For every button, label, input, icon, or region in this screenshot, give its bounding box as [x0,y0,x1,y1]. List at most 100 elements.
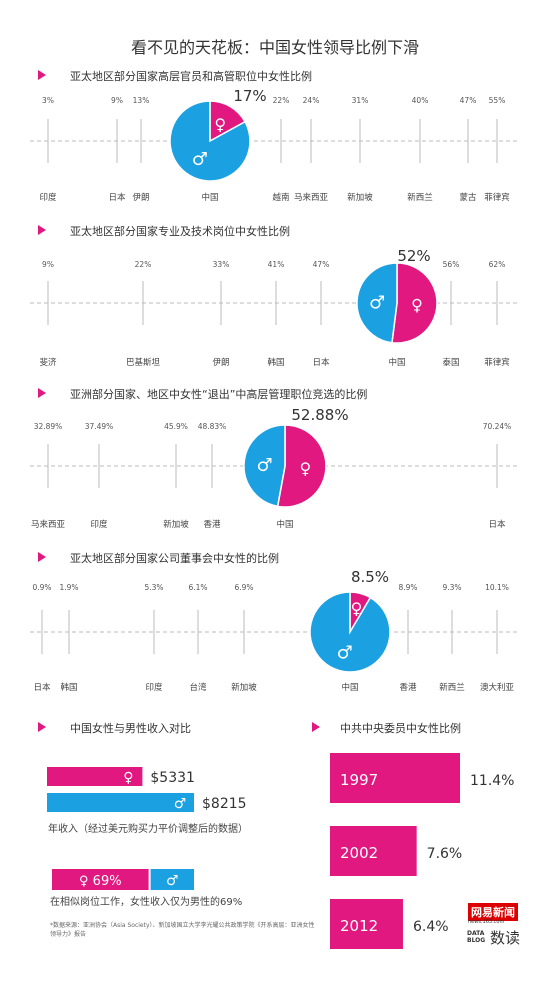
value-label: 56% [443,260,460,269]
country-label: 台湾 [189,682,207,693]
country-label: 新加坡 [347,192,373,203]
value-label: 9% [111,96,123,105]
country-label: 菲律宾 [484,192,510,203]
value-label: 9.3% [442,583,461,592]
country-label: 日本 [33,682,51,693]
highlight-pie [243,424,327,508]
value-label: 1.9% [59,583,78,592]
section-marker-icon [38,388,46,398]
country-label: 马来西亚 [31,520,66,530]
country-label: 日本 [108,192,126,203]
female-icon: ♀ [300,459,312,478]
committee-bar [330,826,417,876]
income-bar-female [47,767,143,786]
pie-slice-male [169,100,251,182]
highlight-value: 52% [397,247,430,265]
pie-slice-female [209,100,247,143]
country-label: 澳大利亚 [480,682,515,693]
country-label: 新西兰 [407,192,433,203]
section-title-4: 亚太地区部分国家公司董事会中女性的比例 [70,552,279,565]
committee-bar [330,899,403,949]
source-note: *数据来源：亚洲协会（Asia Society）、新加坡国立大学李光耀公共政策学… [50,922,315,938]
section-title-6: 中共中央委员中女性比例 [340,722,461,735]
value-label: 47% [460,96,477,105]
female-icon: ♀ [351,599,363,618]
female-icon: ♀ [214,115,226,134]
page-title: 看不见的天花板：中国女性领导比例下滑 [130,38,419,57]
male-icon: ♂ [257,455,273,476]
highlight-value: 52.88% [291,406,348,424]
ratio-bar-female [52,869,149,890]
value-label: 9% [42,260,54,269]
female-icon: ♀ [123,770,133,786]
male-icon: ♂ [166,873,179,889]
value-label: 32.89% [34,422,63,431]
highlight-pie [169,100,251,182]
country-label: 新加坡 [231,682,257,693]
pie-slice-male [309,591,391,673]
committee-value: 7.6% [427,846,463,862]
country-label: 香港 [399,682,417,693]
value-label: 6.9% [234,583,253,592]
section-title-5: 中国女性与男性收入对比 [70,722,191,735]
country-label: 伊朗 [132,192,149,203]
income-value: $8215 [202,796,247,812]
country-label: 泰国 [442,357,459,368]
country-label: 印度 [145,682,163,693]
highlight-pie [356,262,438,344]
netease-logo: 网易新闻 [468,903,518,921]
committee-year: 1997 [340,771,378,789]
ratio-bar-male [150,869,194,890]
female-icon: ♀ [411,295,423,314]
highlight-label: 中国 [276,519,293,530]
value-label: 45.9% [164,422,188,431]
section-marker-icon [38,552,46,562]
value-label: 62% [489,260,506,269]
value-label: 41% [268,260,285,269]
highlight-value: 17% [233,87,266,105]
value-label: 55% [489,96,506,105]
value-label: 3% [42,96,54,105]
value-label: 24% [303,96,320,105]
income-caption: 年收入（经过美元购买力平价调整后的数据） [48,822,248,835]
section-marker-icon [38,722,46,732]
pie-slice-male [356,262,398,344]
value-label: 37.49% [85,422,114,431]
pie-slice-female [391,262,438,344]
committee-value: 6.4% [413,919,449,935]
committee-value: 11.4% [470,773,514,789]
country-label: 马来西亚 [294,193,329,203]
country-label: 日本 [312,357,330,368]
highlight-pie [309,591,391,673]
data-blog-logo: DATA BLOG [467,930,486,944]
country-label: 日本 [488,519,506,530]
value-label: 0.9% [32,583,51,592]
male-icon: ♂ [192,149,208,170]
ratio-caption: 在相似岗位工作，女性收入仅为男性的69% [50,895,242,908]
country-label: 蒙古 [459,192,477,203]
male-icon: ♂ [369,293,385,314]
country-label: 印度 [90,519,108,530]
highlight-label: 中国 [201,192,218,203]
value-label: 31% [352,96,369,105]
committee-year: 2002 [340,844,378,862]
country-label: 斐济 [39,357,57,368]
value-label: 33% [213,260,230,269]
value-label: 5.3% [144,583,163,592]
highlight-label: 中国 [341,682,358,693]
dudu-logo: 数读 [490,929,521,947]
ratio-label: ♀ 69% [79,874,122,889]
value-label: 70.24% [483,422,512,431]
country-label: 巴基斯坦 [126,357,161,368]
value-label: 8.9% [398,583,417,592]
highlight-label: 中国 [388,357,405,368]
country-label: 菲律宾 [484,357,510,368]
committee-bar [330,753,460,803]
value-label: 13% [133,96,150,105]
value-label: 6.1% [188,583,207,592]
committee-year: 2012 [340,917,378,935]
value-label: 22% [135,260,152,269]
section-marker-icon [38,70,46,80]
country-label: 新加坡 [163,519,189,530]
